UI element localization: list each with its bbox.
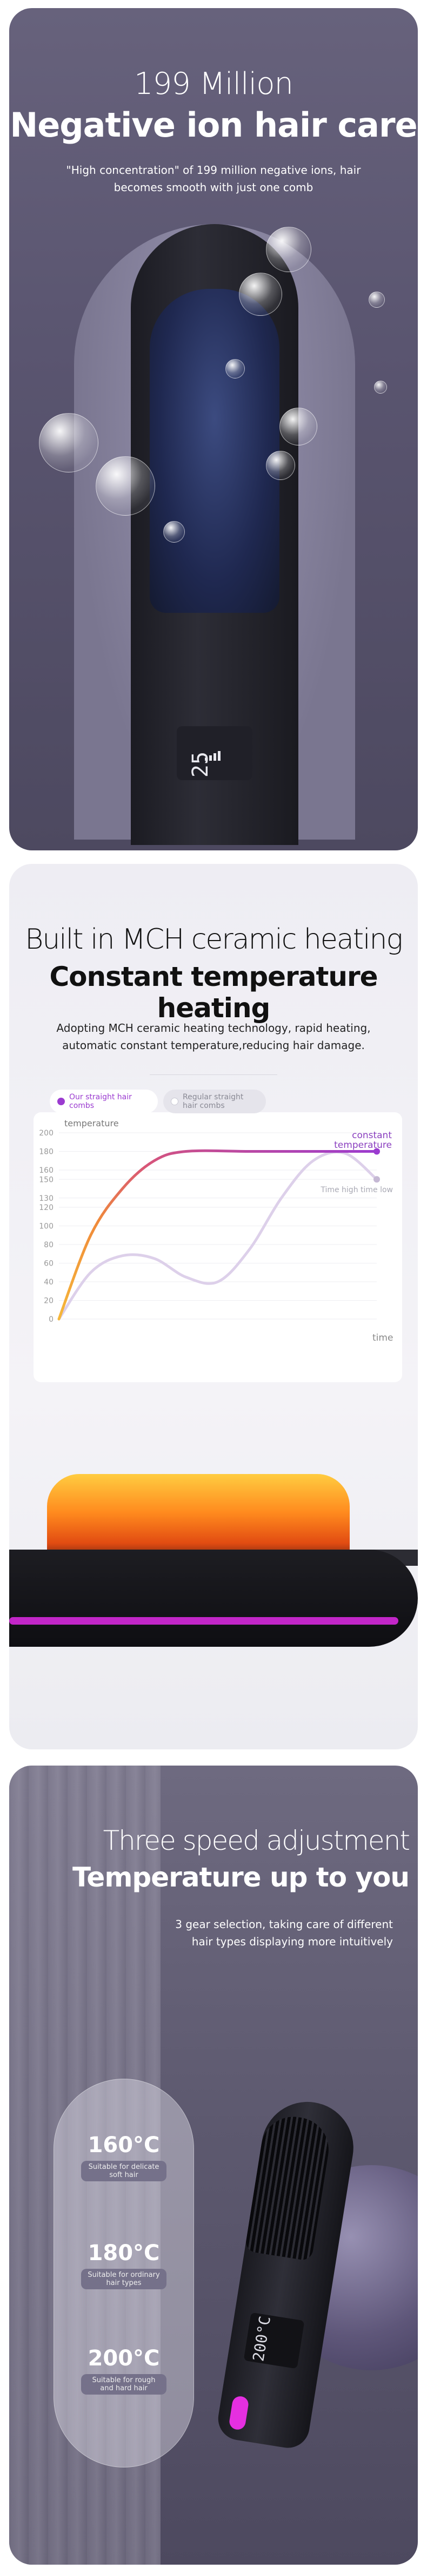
signal-bars-icon [205,751,222,761]
brush-base-image [9,1550,418,1647]
legend-label: Regular straight hair combs [183,1093,244,1110]
display-digits: 25 [188,751,214,778]
y-tick-label: 0 [49,1315,54,1324]
y-axis-label: temperature [64,1118,119,1128]
ion-bubble [369,292,385,308]
y-tick-label: 100 [39,1222,54,1231]
legend-ours: Our straight hair combs [50,1090,158,1113]
y-tick-label: 130 [39,1194,54,1203]
y-tick-label: 40 [44,1278,54,1287]
section-description: "High concentration" of 199 million nega… [66,164,361,194]
legend-label: Our straight hair combs [69,1093,132,1110]
section-title-bold: Constant temperature heating [49,961,378,1024]
y-tick-label: 180 [39,1148,54,1157]
section-description: 3 gear selection, taking care of differe… [175,1918,393,1948]
series-end-point-regular [373,1176,380,1183]
temperature-value: 160°C [88,2133,160,2158]
temperature-level-3: 200°C Suitable for rough and hard hair [54,2346,194,2395]
speed-adjustment-section: 200°C Three speed adjustment Temperature… [9,1766,418,2565]
temperature-description: Suitable for rough and hard hair [81,2374,166,2395]
section-description: Adopting MCH ceramic heating technology,… [56,1022,371,1052]
y-tick-label: 160 [39,1166,54,1175]
temperature-value: 180°C [88,2241,160,2266]
section-title-bold: Temperature up to you [72,1862,410,1893]
ion-bubble [279,408,317,445]
accent-stripe [9,1617,398,1625]
ion-bubble [266,227,311,272]
series-line-regular [57,1151,378,1321]
ion-bubble [225,359,245,378]
chart-panel [34,1112,402,1382]
y-tick-label: 60 [44,1260,54,1268]
ion-bubble [163,521,185,543]
ion-bubble [374,381,387,394]
legend-dot-icon [171,1098,178,1105]
section-title-light: Built in MCH ceramic heating [25,923,403,956]
temperature-description: Suitable for delicate soft hair [81,2161,166,2181]
temperature-level-2: 180°C Suitable for ordinary hair types [54,2241,194,2289]
y-tick-label: 120 [39,1204,54,1212]
series-annotation-ours-line2: temperature [334,1140,392,1151]
legend-regular: Regular straight hair combs [163,1090,266,1113]
temperature-level-1: 160°C Suitable for delicate soft hair [54,2133,194,2181]
series-annotation-regular: Time high time low [320,1186,393,1194]
y-tick-label: 20 [44,1297,54,1306]
ceramic-heating-section: Built in MCH ceramic heating Constant te… [9,864,418,1749]
section-title-light: Three speed adjustment [103,1825,410,1856]
heated-bristles-image [47,1474,350,1560]
x-axis-label: time [372,1333,393,1343]
series-end-point-ours [373,1148,380,1155]
legend-dot-icon [57,1098,65,1105]
ion-bubble [266,451,295,480]
temperature-value: 200°C [88,2346,160,2371]
ion-bubble [239,273,282,316]
negative-ion-section: 25 199 Million Negative ion hair care "H… [9,8,418,850]
temperature-description: Suitable for ordinary hair types [81,2269,166,2289]
y-tick-label: 150 [39,1175,54,1184]
section-title-light: 199 Million [134,66,293,102]
divider [150,1074,277,1075]
ion-bubble [96,456,155,516]
section-title-bold: Negative ion hair care [10,105,417,145]
series-line-ours [57,1149,378,1321]
brush-bristles [150,289,279,613]
y-tick-label: 80 [44,1241,54,1249]
y-tick-label: 200 [39,1129,54,1138]
ion-bubble [39,413,98,472]
series-annotation-ours: constant [352,1130,392,1141]
